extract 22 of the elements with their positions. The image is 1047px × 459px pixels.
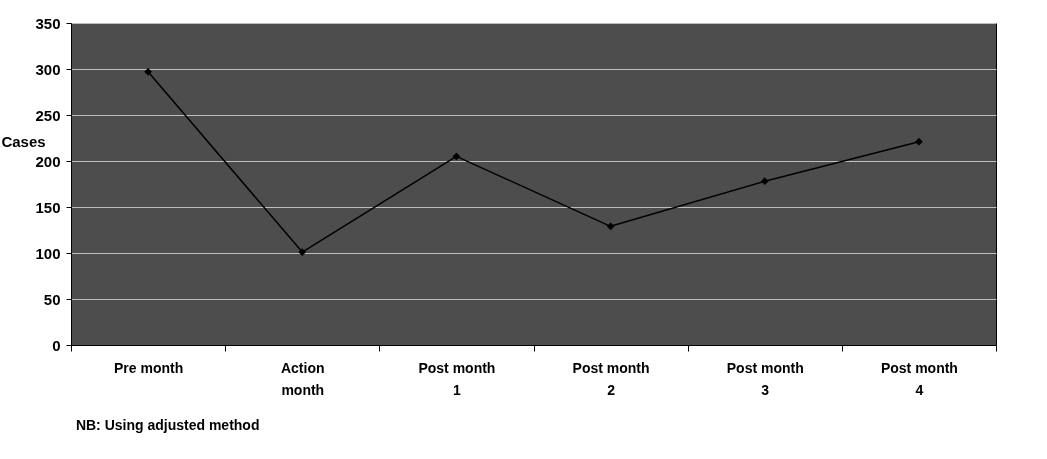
point	[452, 152, 461, 161]
text: NB: Using adjusted method	[75, 417, 260, 433]
point	[144, 67, 152, 76]
point	[760, 177, 769, 186]
y-tick-label: 50	[43, 290, 61, 308]
y-tick-label: 100	[35, 244, 61, 262]
point	[915, 137, 923, 146]
x-tick-label: Action month	[280, 359, 325, 398]
y-tick-label: 0	[52, 336, 61, 354]
y-tick-label: 300	[35, 60, 61, 78]
x-tick-label: Post month 3	[726, 359, 804, 398]
y-tick-label: 350	[35, 14, 61, 32]
y-tick-label: 200	[35, 152, 61, 170]
x-tick-label: Pre month	[113, 359, 184, 376]
x-tick-label: Post month 2	[572, 359, 650, 398]
x-tick-label: Post month 4	[880, 359, 958, 398]
y-axis-title: Cases	[1, 132, 46, 150]
point	[606, 222, 615, 231]
y-tick-label: 250	[35, 106, 61, 124]
y-tick-label: 150	[35, 198, 61, 216]
point	[298, 248, 307, 256]
x-tick-label: Post month 1	[418, 359, 496, 398]
